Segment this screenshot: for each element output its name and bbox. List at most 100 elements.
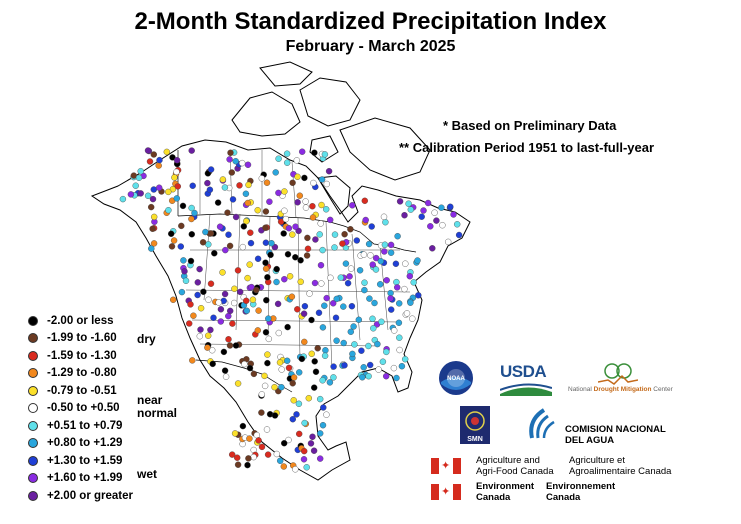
station-dot — [450, 211, 457, 218]
station-dot — [377, 258, 384, 265]
station-dot — [361, 279, 368, 286]
station-dot — [286, 273, 294, 280]
station-dot — [239, 243, 247, 251]
station-dot — [173, 168, 180, 176]
station-dot — [264, 274, 271, 281]
legend-item: -1.99 to -1.60 — [28, 330, 133, 348]
station-dot — [339, 240, 346, 247]
station-dot — [226, 242, 234, 250]
station-dot — [288, 293, 296, 300]
station-dot — [244, 461, 251, 469]
station-dot — [231, 285, 238, 292]
station-dot — [381, 248, 388, 255]
station-dot — [219, 269, 226, 276]
station-dot — [150, 213, 158, 221]
station-dot — [245, 181, 252, 189]
station-dot — [135, 174, 143, 182]
station-dot — [323, 206, 330, 213]
station-dot — [272, 169, 279, 176]
ec-fr-2: Canada — [546, 492, 581, 503]
station-dot — [303, 464, 310, 471]
station-dot — [178, 222, 185, 230]
legend-item: +1.60 to +1.99 — [28, 470, 133, 488]
station-dot — [317, 395, 324, 403]
ndmc-text-1: National — [568, 386, 592, 393]
station-dot — [330, 374, 337, 381]
ndmc-logo-text: National Drought Mitigation Center — [568, 386, 673, 393]
station-dot — [217, 318, 225, 325]
station-dot — [327, 274, 334, 281]
station-dot — [359, 374, 366, 381]
station-dot — [365, 240, 373, 248]
smn-logo-icon: SMN — [460, 406, 490, 444]
station-dot — [358, 347, 365, 354]
station-dot — [229, 196, 237, 203]
legend-swatch — [28, 403, 38, 414]
legend-label: -1.99 to -1.60 — [47, 332, 117, 345]
usda-logo-text: USDA — [500, 362, 547, 381]
station-dot — [234, 267, 242, 274]
station-dot — [319, 324, 327, 331]
station-dot — [316, 231, 323, 238]
station-dot — [147, 203, 155, 211]
station-dot — [191, 209, 198, 217]
station-dot — [295, 400, 303, 407]
map-subtitle: February - March 2025 — [285, 38, 456, 55]
station-dot — [206, 186, 214, 194]
station-dot — [292, 254, 299, 261]
station-dot — [194, 279, 202, 286]
north-america-spi-map — [90, 61, 471, 481]
ec-en-2: Canada — [476, 492, 511, 503]
station-dot — [341, 230, 348, 238]
legend-item: +1.30 to +1.59 — [28, 452, 133, 470]
legend-swatch — [28, 333, 38, 344]
legend-swatch — [28, 438, 38, 449]
station-dot — [230, 299, 238, 307]
station-dot — [318, 280, 325, 287]
station-dot — [224, 209, 231, 216]
station-dot — [258, 391, 265, 398]
station-dot — [211, 250, 218, 257]
preliminary-note: * Based on Preliminary Data — [443, 118, 617, 133]
station-dot — [234, 461, 242, 468]
station-dot — [275, 155, 282, 162]
station-dot — [250, 370, 258, 378]
legend-item: +0.80 to +1.29 — [28, 435, 133, 453]
station-dot — [387, 249, 395, 256]
station-dot — [119, 195, 127, 203]
station-dot — [390, 364, 398, 372]
station-dot — [188, 231, 196, 238]
station-dot — [333, 337, 340, 344]
station-dot — [283, 150, 291, 157]
ndmc-text-3: Center — [653, 386, 673, 393]
calibration-note: ** Calibration Period 1951 to last-full-… — [399, 140, 655, 155]
station-dot — [424, 199, 432, 207]
station-dot — [382, 218, 389, 226]
station-dot — [261, 382, 269, 390]
station-dot — [394, 232, 401, 240]
station-dot — [367, 252, 374, 259]
station-dot — [433, 217, 440, 224]
station-dot — [368, 223, 375, 230]
station-dot — [225, 336, 232, 343]
station-dot — [219, 176, 227, 183]
station-dot — [221, 290, 229, 298]
station-dot — [178, 288, 186, 296]
station-dot — [267, 251, 274, 259]
station-dot — [263, 426, 271, 433]
station-dot — [148, 245, 155, 252]
station-dot — [383, 373, 390, 380]
station-dot — [366, 295, 373, 302]
station-dot — [362, 216, 369, 224]
station-dot — [187, 301, 194, 308]
station-dot — [387, 289, 394, 297]
legend-item: -2.00 or less — [28, 312, 133, 330]
station-dot — [229, 320, 236, 327]
station-dot — [322, 347, 329, 354]
station-dot — [319, 422, 327, 429]
station-dot — [349, 350, 356, 358]
station-dot — [296, 430, 303, 438]
station-dot — [165, 206, 172, 214]
station-dot — [171, 174, 178, 181]
station-dot — [289, 231, 296, 238]
